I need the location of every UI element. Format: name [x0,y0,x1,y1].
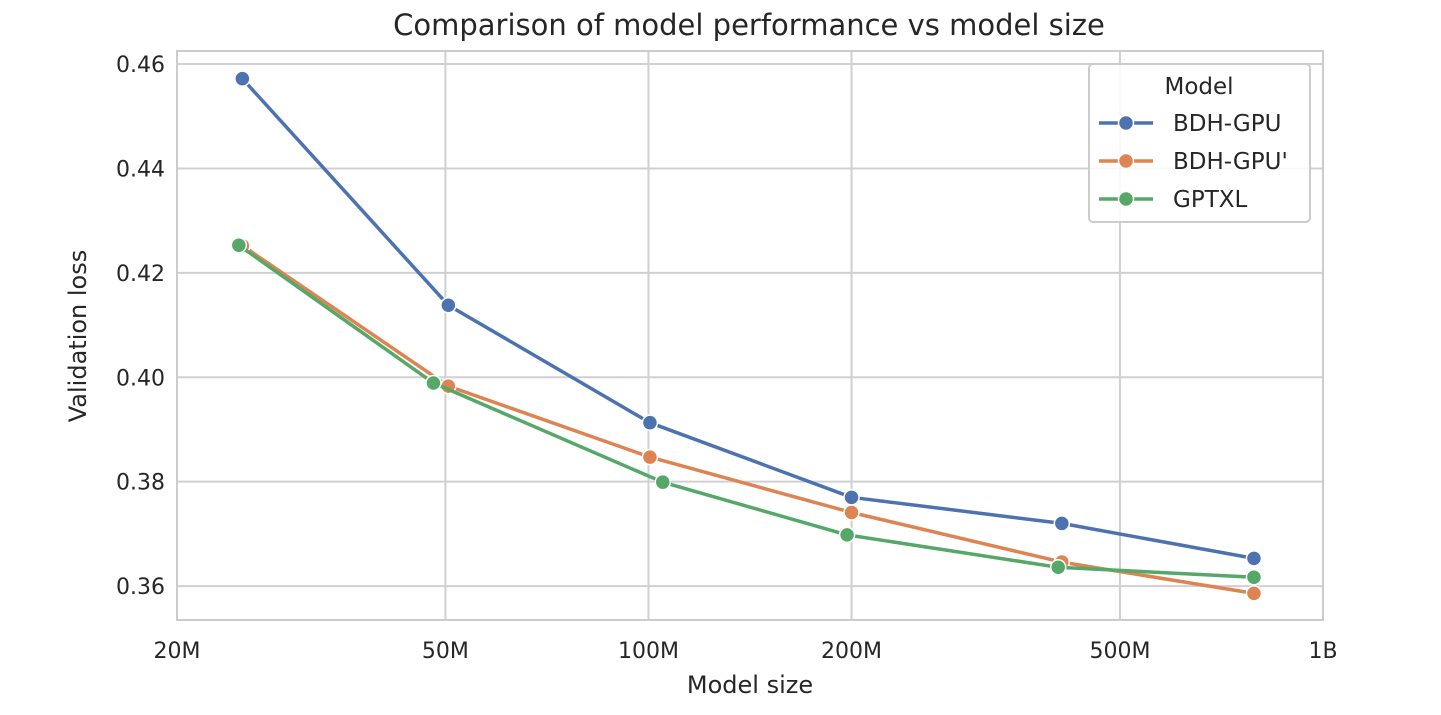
legend-label: BDH-GPU' [1173,149,1288,175]
data-point [234,70,251,87]
x-tick-label: 500M [1089,639,1150,664]
x-tick-label: 20M [154,639,201,664]
legend-label: BDH-GPU [1173,111,1281,137]
data-point [425,374,442,392]
y-tick-label: 0.44 [116,157,165,182]
x-tick-label: 100M [618,639,679,664]
series-line [240,243,1256,596]
y-tick-label: 0.38 [116,471,165,496]
legend-box [1088,63,1311,223]
legend-marker [1117,114,1135,132]
data-point [843,504,860,521]
y-tick-label: 0.40 [116,366,165,391]
y-tick-label: 0.42 [116,262,165,287]
legend-marker [1117,190,1135,208]
data-point [440,296,457,314]
series-line [240,76,1256,561]
legend-entry: GPTXL [1099,187,1247,213]
x-tick-label: 1B [1308,639,1337,664]
data-point [641,448,659,466]
y-tick-label: 0.36 [116,575,165,600]
x-tick-label: 50M [422,639,469,664]
data-point [230,236,248,254]
y-tick-label: 0.46 [116,53,165,78]
data-point [1245,585,1263,602]
data-point [1053,515,1071,532]
x-axis-label: Model size [687,671,813,699]
x-tick-label: 200M [821,639,882,664]
data-point [654,473,672,491]
tick-labels: 0.36 0.38 0.40 0.42 0.44 0.46 20M 50M 100M 200M 50… [116,53,1338,664]
series-line [237,243,1256,579]
legend-entry: BDH-GPU [1099,111,1281,137]
legend-label: GPTXL [1173,187,1247,213]
series-2 [230,236,1263,586]
data-point [641,414,659,431]
series-0 [234,70,1263,567]
data-point [1049,559,1067,576]
plot-frame [176,50,1324,621]
legend-marker [1117,152,1135,170]
legend: Model BDH-GPU BDH-GPU' GPTXL [1088,63,1311,223]
data-point [1245,550,1263,567]
chart-title: Comparison of model performance vs model… [393,8,1105,42]
data-point [838,526,856,544]
data-point [1245,568,1263,586]
data-point [843,489,860,506]
legend-title: Model [1164,74,1233,100]
legend-entry: BDH-GPU' [1099,149,1288,175]
series-1 [234,237,1263,602]
series [230,70,1263,602]
y-axis-label: Validation loss [64,250,92,423]
